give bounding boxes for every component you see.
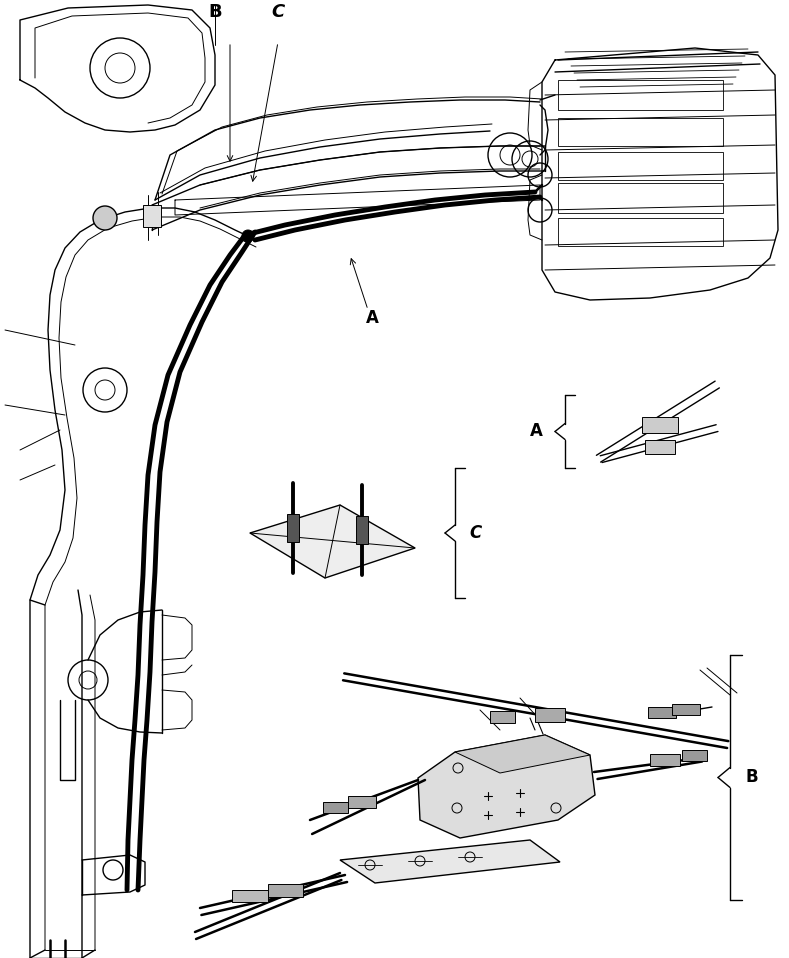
Text: C: C [271, 3, 285, 21]
Bar [348, 796, 376, 808]
Bar [682, 750, 707, 761]
Polygon shape [455, 735, 590, 773]
Bar [642, 417, 678, 433]
Bar [232, 890, 268, 902]
Text: C: C [469, 524, 481, 542]
Polygon shape [250, 505, 415, 578]
Text: A: A [530, 422, 543, 441]
Circle shape [242, 230, 254, 242]
Bar [535, 708, 565, 722]
Bar [558, 183, 723, 213]
Polygon shape [418, 735, 595, 838]
Bar [490, 711, 515, 723]
Bar [143, 205, 161, 227]
Bar [558, 80, 723, 110]
Circle shape [93, 206, 117, 230]
Bar [645, 440, 675, 454]
Bar [672, 704, 700, 715]
Bar [558, 152, 723, 180]
Bar [268, 884, 303, 897]
Text: B: B [746, 768, 759, 787]
Text: B: B [208, 3, 222, 21]
Polygon shape [340, 840, 560, 883]
Bar [323, 802, 348, 813]
Bar [558, 218, 723, 246]
Bar [650, 754, 680, 766]
Text: A: A [365, 309, 379, 327]
Bar [356, 516, 368, 544]
Bar [558, 118, 723, 146]
Bar [648, 707, 676, 718]
Bar [287, 514, 299, 542]
